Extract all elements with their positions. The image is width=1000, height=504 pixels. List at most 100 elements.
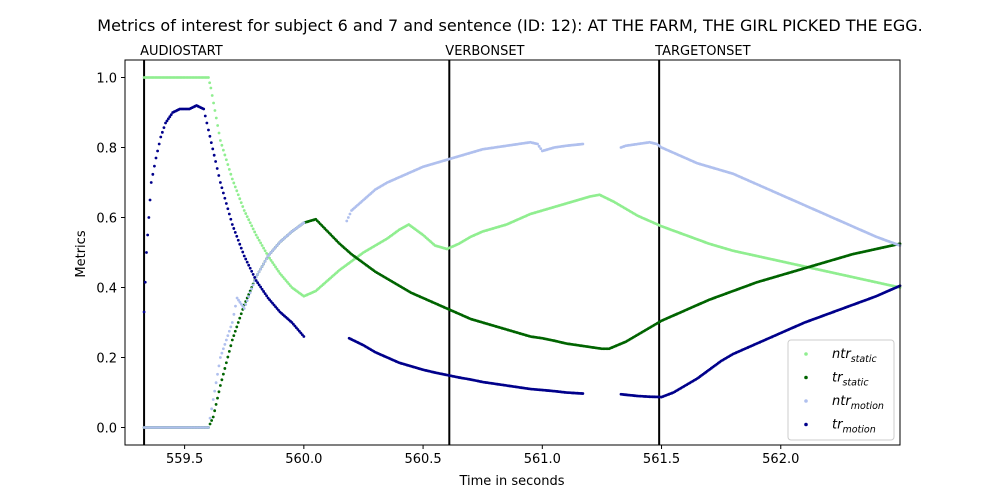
- point-tr-static: [211, 415, 215, 419]
- point-ntr-static: [263, 249, 267, 253]
- point-ntr-static: [268, 256, 271, 260]
- point-tr-motion: [148, 198, 152, 202]
- point-tr-static: [216, 396, 219, 400]
- y-tick-label: 0.0: [96, 422, 117, 437]
- point-tr-motion: [146, 233, 150, 237]
- point-ntr-motion: [348, 212, 352, 216]
- point-ntr-static: [208, 81, 212, 85]
- point-tr-motion: [302, 335, 306, 338]
- point-tr-motion: [202, 107, 206, 111]
- point-ntr-motion: [241, 305, 245, 308]
- point-tr-motion: [242, 254, 246, 258]
- point-ntr-static: [272, 263, 276, 267]
- point-ntr-motion: [237, 298, 240, 302]
- point-ntr-motion: [257, 270, 261, 274]
- point-tr-static: [232, 334, 236, 338]
- point-ntr-static: [232, 181, 236, 185]
- legend: ntrstatic trstatic ntrmotion trmotion: [787, 339, 895, 441]
- point-tr-motion: [238, 242, 242, 246]
- point-ntr-static: [244, 212, 248, 215]
- point-ntr-motion: [208, 416, 212, 420]
- point-tr-motion: [229, 217, 233, 221]
- point-tr-static: [220, 378, 224, 382]
- chart-title: Metrics of interest for subject 6 and 7 …: [97, 16, 922, 35]
- series-ntr-motion: [142, 140, 902, 429]
- point-ntr-motion: [224, 338, 228, 342]
- point-ntr-static: [259, 241, 263, 245]
- point-tr-static: [239, 312, 243, 316]
- point-ntr-static: [207, 76, 210, 79]
- point-ntr-static: [265, 251, 268, 255]
- point-tr-motion: [157, 142, 161, 146]
- legend-label-ntr-static: ntrstatic: [832, 347, 878, 365]
- point-tr-static: [217, 390, 221, 394]
- point-ntr-static: [221, 148, 225, 152]
- point-ntr-motion: [245, 299, 249, 303]
- x-tick-label: 562.0: [762, 452, 799, 467]
- event-label-verbonset: VERBONSET: [445, 44, 524, 59]
- point-ntr-motion: [229, 325, 233, 329]
- point-tr-motion: [209, 141, 213, 145]
- point-ntr-motion: [581, 142, 585, 146]
- point-ntr-motion: [263, 259, 267, 263]
- point-tr-motion: [207, 128, 210, 132]
- event-lines: AUDIOSTART VERBONSET TARGETONSET: [140, 44, 751, 445]
- point-ntr-static: [248, 221, 252, 225]
- point-ntr-motion: [220, 351, 224, 355]
- y-tick-label: 1.0: [96, 72, 117, 87]
- point-ntr-static: [217, 131, 221, 135]
- point-ntr-motion: [302, 221, 306, 225]
- series-tr-static: [142, 217, 902, 429]
- point-tr-motion: [214, 160, 218, 163]
- point-ntr-motion: [226, 334, 230, 338]
- point-tr-motion: [236, 238, 240, 242]
- point-tr-motion: [142, 310, 146, 314]
- point-tr-motion: [165, 119, 169, 123]
- point-tr-motion: [154, 156, 158, 160]
- point-tr-motion: [244, 257, 248, 261]
- point-ntr-static: [218, 139, 222, 142]
- x-axis-label: Time in seconds: [458, 474, 564, 489]
- point-ntr-motion: [211, 398, 215, 401]
- point-ntr-static: [238, 197, 242, 201]
- point-tr-motion: [259, 285, 263, 289]
- point-tr-motion: [217, 174, 221, 177]
- legend-marker-tr-static: [804, 375, 808, 380]
- point-tr-static: [214, 403, 218, 406]
- point-ntr-static: [212, 101, 215, 105]
- point-tr-motion: [265, 294, 268, 298]
- legend-label-ntr-motion: ntrmotion: [832, 394, 884, 412]
- point-ntr-motion: [262, 262, 266, 266]
- point-ntr-static: [247, 218, 251, 222]
- point-tr-motion: [232, 227, 236, 230]
- point-tr-static: [213, 409, 217, 413]
- x-tick-label: 560.5: [404, 452, 441, 467]
- point-ntr-static: [277, 269, 280, 273]
- point-tr-motion: [160, 130, 164, 134]
- point-ntr-motion: [218, 356, 222, 359]
- y-tick-label: 0.4: [96, 282, 117, 297]
- point-ntr-static: [245, 215, 249, 219]
- point-ntr-motion: [244, 303, 248, 306]
- point-ntr-static: [250, 224, 254, 228]
- point-tr-motion: [253, 276, 257, 279]
- point-ntr-motion: [259, 267, 263, 271]
- legend-marker-ntr-motion: [804, 399, 808, 403]
- point-ntr-static: [220, 143, 224, 147]
- point-tr-motion: [162, 126, 166, 130]
- point-tr-static: [236, 321, 240, 324]
- point-ntr-static: [260, 244, 264, 247]
- point-ntr-static: [227, 167, 231, 171]
- point-tr-motion: [220, 186, 224, 190]
- point-tr-motion: [205, 121, 209, 125]
- point-tr-static: [233, 329, 237, 333]
- point-ntr-motion: [260, 265, 264, 268]
- point-tr-motion: [250, 269, 254, 273]
- point-tr-motion: [203, 114, 207, 118]
- point-tr-motion: [239, 246, 243, 250]
- point-tr-static: [210, 419, 214, 422]
- point-ntr-motion: [214, 381, 218, 385]
- series-layer: [142, 76, 902, 429]
- point-tr-static: [224, 361, 228, 365]
- point-ntr-static: [274, 265, 277, 269]
